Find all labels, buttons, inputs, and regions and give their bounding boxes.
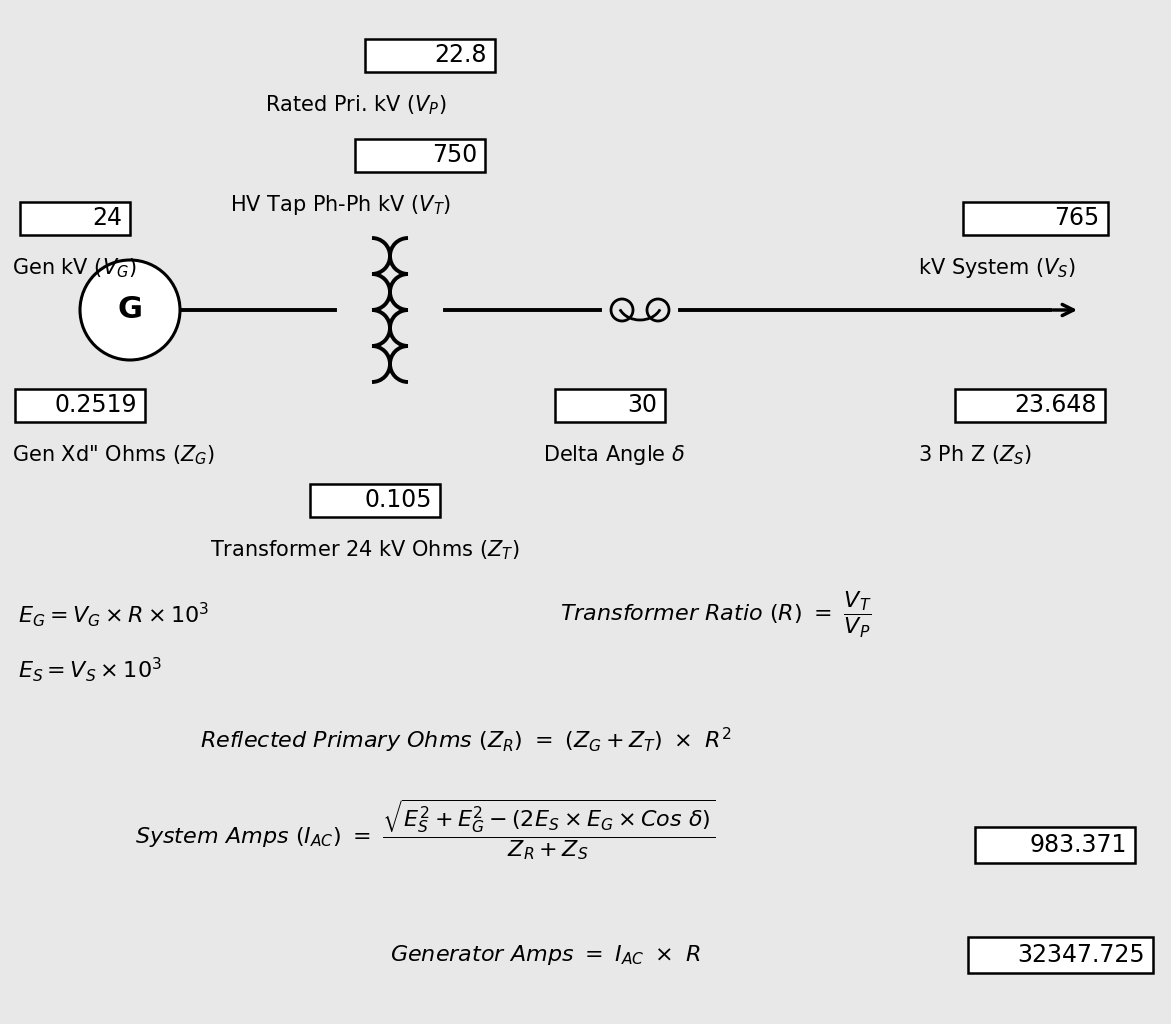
Bar: [355, 138, 485, 171]
Text: 765: 765: [1054, 206, 1100, 230]
Bar: [967, 937, 1152, 973]
Text: Gen kV ($V_G$): Gen kV ($V_G$): [12, 256, 137, 280]
Bar: [963, 202, 1108, 234]
Bar: [15, 388, 145, 422]
Text: $\mathit{Transformer\ Ratio\ }(R)\ =\ \dfrac{V_T}{V_P}$: $\mathit{Transformer\ Ratio\ }(R)\ =\ \d…: [560, 590, 871, 640]
Circle shape: [80, 260, 180, 360]
Text: G: G: [117, 296, 143, 325]
Circle shape: [648, 299, 669, 321]
Text: 0.2519: 0.2519: [55, 393, 137, 417]
Bar: [956, 388, 1105, 422]
Text: $E_G = V_G \times R \times 10^3$: $E_G = V_G \times R \times 10^3$: [18, 601, 210, 630]
Text: $\mathit{System\ Amps\ }(I_{AC})\ =\ \dfrac{\sqrt{E_S^2 + E_G^2 - \left(2E_S \ti: $\mathit{System\ Amps\ }(I_{AC})\ =\ \df…: [135, 798, 715, 862]
Text: Delta Angle $\delta$: Delta Angle $\delta$: [543, 443, 685, 467]
Text: $\mathit{Reflected\ Primary\ Ohms\ }(Z_R)\ =\ (Z_G + Z_T)\ \times\ R^2$: $\mathit{Reflected\ Primary\ Ohms\ }(Z_R…: [200, 725, 732, 755]
Circle shape: [611, 299, 634, 321]
Text: 22.8: 22.8: [434, 43, 487, 67]
Text: Gen Xd" Ohms ($Z_G$): Gen Xd" Ohms ($Z_G$): [12, 443, 215, 467]
Text: 32347.725: 32347.725: [1016, 943, 1144, 967]
Text: Rated Pri. kV ($V_P$): Rated Pri. kV ($V_P$): [265, 93, 446, 117]
Text: $E_S = V_S \times 10^3$: $E_S = V_S \times 10^3$: [18, 655, 162, 684]
Bar: [975, 827, 1135, 863]
Text: 750: 750: [432, 143, 477, 167]
Bar: [555, 388, 665, 422]
Text: Transformer 24 kV Ohms ($Z_T$): Transformer 24 kV Ohms ($Z_T$): [210, 539, 520, 562]
Text: 24: 24: [93, 206, 122, 230]
Text: $\mathit{Generator\ Amps}\ =\ I_{AC}\ \times\ R$: $\mathit{Generator\ Amps}\ =\ I_{AC}\ \t…: [390, 943, 700, 967]
Bar: [310, 483, 440, 516]
Text: 3 Ph Z ($Z_S$): 3 Ph Z ($Z_S$): [918, 443, 1032, 467]
Bar: [20, 202, 130, 234]
Text: 23.648: 23.648: [1014, 393, 1097, 417]
Bar: [365, 39, 495, 72]
Text: 0.105: 0.105: [364, 488, 432, 512]
Text: 30: 30: [626, 393, 657, 417]
Text: 983.371: 983.371: [1029, 833, 1127, 857]
Text: kV System ($V_S$): kV System ($V_S$): [918, 256, 1076, 280]
Text: HV Tap Ph-Ph kV ($V_T$): HV Tap Ph-Ph kV ($V_T$): [230, 193, 451, 217]
